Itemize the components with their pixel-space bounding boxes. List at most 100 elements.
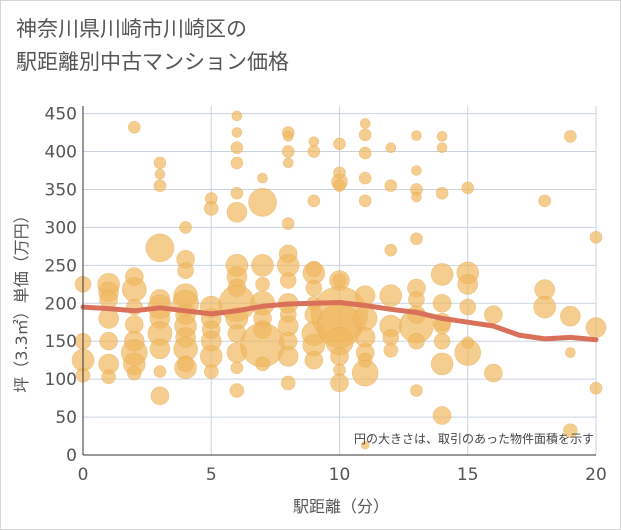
x-axis-title: 駅距離（分） [293, 497, 389, 516]
bubble-point [305, 279, 323, 297]
bubble-point [411, 130, 422, 141]
x-tick-label: 10 [329, 465, 351, 485]
bubble-point [560, 305, 581, 327]
bubble-series [71, 110, 607, 450]
y-tick-label: 200 [45, 294, 77, 314]
bubble-point [358, 171, 372, 185]
trend-line [80, 300, 599, 343]
bubble-point [430, 352, 454, 376]
bubble-point [230, 141, 244, 155]
bubble-point [255, 356, 270, 372]
bubble-point [589, 230, 603, 244]
bubble-point [330, 373, 349, 393]
bubble-point [251, 254, 274, 277]
bubble-point [308, 136, 320, 147]
size-annotation: 円の大きさは、取引のあった物件面積を示す [354, 431, 594, 446]
y-tick-label: 400 [45, 143, 77, 163]
bubble-point [174, 356, 197, 380]
x-tick-label: 15 [457, 465, 479, 485]
bubble-point [230, 156, 244, 170]
bubble-point [230, 361, 244, 375]
bubble-point [585, 317, 607, 338]
bubble-point [384, 179, 398, 192]
x-tick-label: 0 [78, 465, 89, 485]
bubble-point [461, 181, 475, 195]
bubble-point [333, 179, 346, 192]
bubble-point [457, 273, 479, 295]
bubble-point [153, 179, 167, 192]
bubble-point [410, 232, 423, 246]
bubble-point [128, 120, 141, 134]
bubble-point [351, 359, 379, 387]
y-tick-label: 250 [45, 256, 77, 276]
bubble-point [281, 145, 295, 158]
bubble-point [432, 293, 452, 313]
bubble-point [379, 284, 403, 307]
x-tick-label: 20 [585, 465, 607, 485]
bubble-point [408, 332, 425, 350]
bubble-point [177, 262, 194, 279]
bubble-point [359, 118, 371, 129]
bubble-point [436, 131, 448, 142]
bubble-point [307, 194, 321, 208]
bubble-point [280, 375, 296, 391]
bubble-point [385, 142, 397, 154]
bubble-point [257, 172, 268, 184]
bubble-point [153, 156, 167, 170]
trend-series [80, 300, 599, 343]
bubble-point [231, 110, 243, 122]
bubble-point [231, 127, 243, 138]
bubble-point [384, 243, 398, 257]
bubble-point [307, 145, 321, 158]
bubble-point [360, 440, 370, 450]
bubble-point [383, 342, 399, 358]
bubble-point [226, 201, 248, 223]
bubble-point [333, 137, 346, 151]
bubble-point [565, 347, 576, 358]
bubble-point [411, 165, 422, 176]
bubble-point [248, 188, 277, 217]
bubble-point [122, 277, 147, 302]
bubble-point [589, 381, 603, 395]
y-tick-label: 300 [45, 218, 77, 238]
bubble-point [533, 295, 557, 319]
y-tick-label: 100 [45, 370, 77, 390]
bubble-point [101, 369, 116, 385]
bubble-point [430, 263, 454, 286]
bubble-point [433, 332, 451, 350]
bubble-point [484, 363, 503, 383]
bubble-point [432, 406, 452, 425]
bubble-point [358, 194, 372, 208]
bubble-point [127, 365, 142, 381]
bubble-point [153, 365, 167, 378]
chart-title: 神奈川県川崎市川崎区の 駅距離別中古マンション価格 [16, 17, 289, 74]
y-axis-title: 坪（3.3㎡）単価（万円） [12, 207, 31, 392]
bubble-point [150, 386, 170, 406]
y-tick-label: 0 [66, 446, 77, 466]
bubble-point [564, 130, 577, 143]
bubble-point [229, 383, 245, 398]
bubble-point [484, 305, 503, 324]
bubble-point [277, 346, 299, 367]
bubble-point [199, 345, 223, 368]
bubble-point [203, 364, 219, 379]
bubble-point [538, 194, 552, 208]
bubble-point [459, 298, 477, 316]
bubble-point [454, 339, 482, 366]
y-tick-label: 350 [45, 180, 77, 200]
bubble-point [279, 272, 297, 289]
bubble-point [282, 131, 294, 142]
axes: 0 50 100 150 200 250 300 350 400 450 0 5 10 15 20 [45, 105, 607, 485]
bubble-point [358, 128, 372, 142]
bubble-point [99, 331, 118, 351]
bubble-point [408, 291, 425, 308]
bubble-point [563, 423, 578, 439]
bubble-point [125, 315, 144, 334]
bubble-point [179, 221, 192, 234]
bubble-point [411, 191, 422, 203]
bubble-point [282, 157, 294, 169]
bubble-point [352, 306, 378, 331]
y-tick-label: 50 [55, 408, 77, 428]
bubble-point [358, 146, 372, 160]
